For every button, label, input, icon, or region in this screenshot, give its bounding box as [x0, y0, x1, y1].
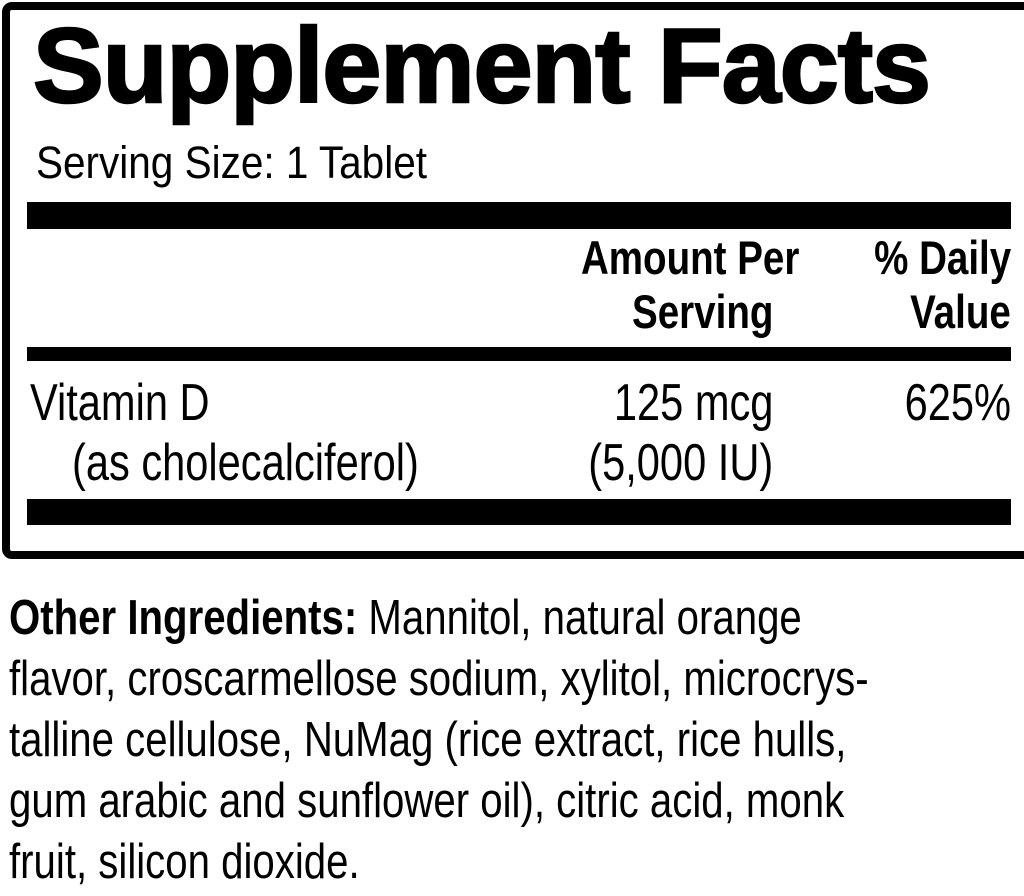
other-ingredients: Other Ingredients: Mannitol, natural ora… — [9, 588, 1024, 893]
other-ingredients-label: Other Ingredients: — [9, 591, 358, 645]
nutrient-dv-cell: 625% — [773, 375, 1011, 431]
other-ingredients-line3: talline cellulose, NuMag (rice extract, … — [9, 710, 1024, 771]
nutrient-amount-note: (5,000 IU) — [588, 434, 773, 492]
dv-header-line1: % Daily — [873, 231, 1011, 284]
nutrient-name-cell: Vitamin D — [27, 375, 533, 431]
header-spacer — [27, 231, 533, 339]
nutrient-daily-value: 625% — [904, 374, 1011, 432]
nutrient-note-amount-cell: (5,000 IU) — [533, 435, 773, 491]
other-ingredients-line1: Other Ingredients: Mannitol, natural ora… — [9, 588, 1024, 649]
amount-header-line1: Amount Per — [580, 231, 800, 284]
other-ingredients-line4: gum arabic and sunflower oil), citric ac… — [9, 771, 1024, 832]
other-ingredients-line2-text: flavor, croscarmellose sodium, xylitol, … — [9, 652, 869, 706]
nutrient-note-name-cell: (as cholecalciferol) — [27, 435, 533, 491]
dv-header-line2: Value — [910, 285, 1011, 338]
nutrient-amount-cell: 125 mcg — [533, 375, 773, 431]
amount-header-line2: Serving — [631, 285, 773, 338]
divider-bar-top — [27, 202, 1011, 229]
column-headers: Amount Per Serving % Daily Value — [27, 229, 1011, 347]
nutrient-note-row: (as cholecalciferol) (5,000 IU) — [27, 435, 1011, 491]
nutrient-name-note: (as cholecalciferol) — [72, 434, 419, 492]
supplement-facts-panel: Supplement Facts Serving Size: 1 Tablet … — [2, 2, 1024, 559]
daily-value-header: % Daily Value — [773, 231, 1011, 339]
other-ingredients-line4-text: gum arabic and sunflower oil), citric ac… — [9, 774, 845, 828]
nutrient-amount: 125 mcg — [613, 374, 773, 432]
other-ingredients-line1-text: Other Ingredients: Mannitol, natural ora… — [9, 588, 802, 649]
other-ingredients-line5-text: fruit, silicon dioxide. — [9, 835, 360, 889]
panel-title: Supplement Facts — [32, 7, 932, 125]
other-ingredients-line1-rest: Mannitol, natural orange — [357, 591, 802, 645]
divider-bar-middle — [27, 347, 1011, 361]
serving-size: Serving Size: 1 Tablet — [36, 138, 1011, 188]
other-ingredients-line3-text: talline cellulose, NuMag (rice extract, … — [9, 713, 847, 767]
amount-per-serving-header: Amount Per Serving — [533, 231, 799, 339]
serving-size-text: Serving Size: 1 Tablet — [36, 137, 427, 188]
nutrient-note-dv-cell — [773, 435, 1011, 491]
nutrient-row: Vitamin D 125 mcg 625% — [27, 375, 1011, 431]
other-ingredients-line5: fruit, silicon dioxide. — [9, 832, 1024, 893]
nutrient-name: Vitamin D — [30, 374, 210, 432]
divider-bar-bottom — [27, 499, 1011, 525]
other-ingredients-line2: flavor, croscarmellose sodium, xylitol, … — [9, 649, 1024, 710]
